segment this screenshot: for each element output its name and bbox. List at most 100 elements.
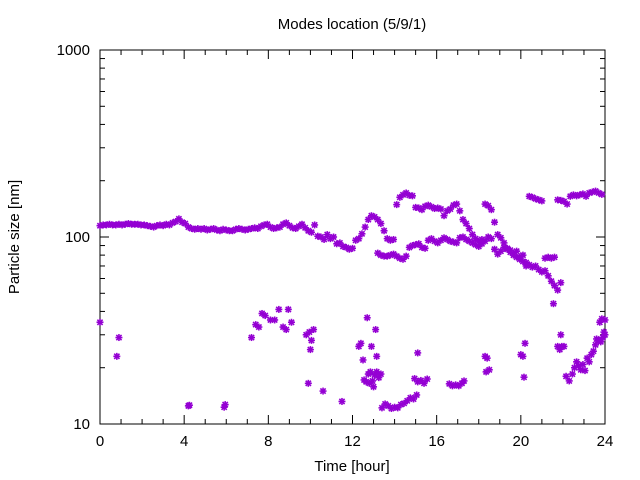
data-point [453, 239, 461, 247]
data-point [446, 205, 454, 213]
data-point [366, 368, 374, 376]
data-point [311, 221, 319, 229]
data-point [487, 235, 495, 243]
data-point [378, 404, 386, 412]
data-point [557, 331, 565, 339]
plot-border [99, 49, 606, 425]
y-axis-title: Particle size [nm] [6, 180, 23, 294]
data-point [330, 233, 338, 241]
data-point [113, 352, 121, 360]
data-point [357, 339, 365, 347]
x-tick-label: 4 [180, 433, 188, 450]
data-point [592, 341, 600, 349]
data-point [450, 238, 457, 246]
data-point [568, 370, 576, 378]
data-point [460, 377, 468, 385]
data-point [261, 312, 269, 320]
data-point [370, 383, 378, 391]
data-point [541, 267, 549, 275]
data-point [554, 286, 562, 294]
data-point [565, 377, 573, 385]
data-point [355, 235, 363, 243]
data-point [304, 379, 312, 387]
data-point [310, 326, 318, 334]
data-point [520, 373, 528, 381]
data-point [563, 200, 571, 208]
data-point [275, 305, 283, 313]
y-tick-labels: 10 100 1000 [57, 42, 90, 433]
data-point [585, 358, 593, 366]
data-point [491, 245, 499, 253]
data-point [414, 349, 422, 357]
data-point [601, 331, 609, 339]
data-point [373, 352, 381, 360]
data-point [96, 318, 104, 326]
data-point [600, 328, 608, 336]
data-point [307, 336, 315, 344]
data-point [282, 326, 290, 334]
data-point [402, 252, 410, 260]
data-point [254, 225, 262, 233]
data-point [377, 370, 385, 378]
data-point [497, 247, 505, 255]
data-point [411, 375, 419, 383]
data-point [349, 244, 356, 252]
plot-frame [99, 49, 606, 425]
x-tick-label: 20 [512, 433, 529, 450]
data-point [413, 391, 421, 399]
data-point [393, 201, 401, 209]
axis-ticks [99, 49, 606, 425]
data-point [377, 220, 385, 228]
data-point [437, 205, 445, 213]
data-point [456, 207, 464, 215]
data-point [307, 228, 315, 236]
data-point [485, 366, 493, 374]
data-point [363, 314, 371, 322]
data-point [408, 192, 416, 200]
data-point [271, 316, 279, 324]
data-point [364, 216, 372, 224]
data-point [487, 206, 495, 214]
data-point [562, 372, 570, 380]
data-point [319, 387, 327, 395]
data-point [358, 230, 366, 238]
data-point [380, 227, 388, 235]
x-tick-labels: 0 4 8 12 16 20 24 [96, 433, 614, 450]
data-point [560, 342, 568, 350]
data-point [423, 375, 431, 383]
data-point [519, 352, 527, 360]
data-point [579, 361, 587, 369]
data-point [418, 243, 426, 251]
data-point [491, 218, 499, 226]
data-point [359, 356, 367, 364]
data-point [320, 235, 328, 243]
chart-title: Modes location (5/9/1) [278, 16, 426, 33]
data-point [538, 197, 546, 205]
data-point [284, 305, 292, 313]
x-tick-label: 12 [344, 433, 361, 450]
data-point [589, 347, 597, 355]
data-point [551, 282, 558, 290]
data-point [582, 192, 590, 200]
data-points [96, 187, 609, 413]
data-point [521, 339, 529, 347]
data-point [465, 225, 473, 233]
data-point [338, 397, 346, 405]
x-tick-label: 24 [597, 433, 614, 450]
data-point [440, 212, 448, 220]
data-point [519, 251, 527, 259]
x-tick-label: 16 [428, 433, 445, 450]
data-point [248, 334, 255, 342]
data-point [598, 315, 606, 323]
data-point [453, 200, 461, 208]
data-point [255, 323, 263, 331]
y-tick-label: 1000 [57, 42, 90, 59]
data-point [462, 220, 470, 228]
x-axis-title: Time [hour] [314, 458, 389, 475]
data-point [551, 253, 558, 261]
data-point [421, 244, 429, 252]
x-tick-label: 0 [96, 433, 104, 450]
data-point [483, 354, 491, 362]
data-point [544, 272, 552, 280]
